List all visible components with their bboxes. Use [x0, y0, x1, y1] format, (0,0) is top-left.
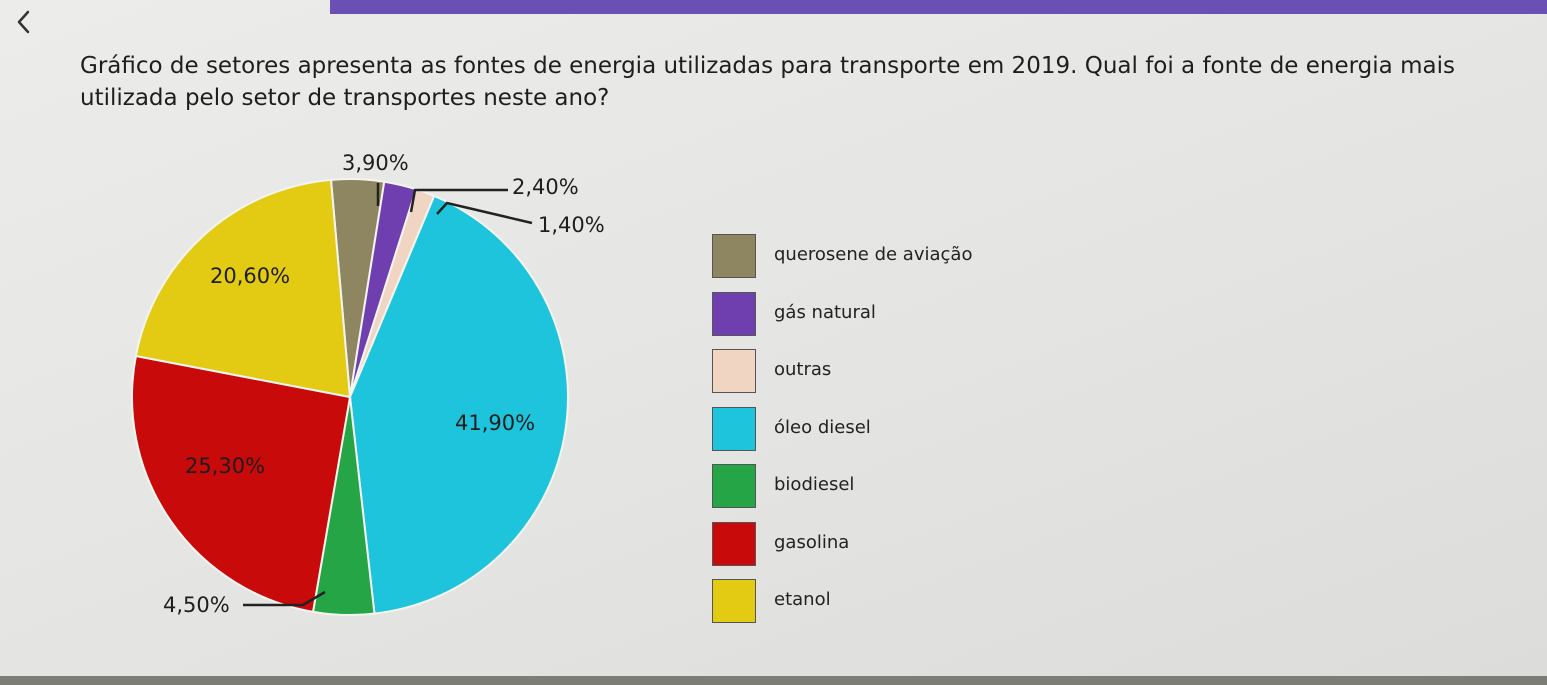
slice-label-0: 3,90%	[342, 151, 409, 175]
legend-item: biodiesel	[712, 464, 1032, 510]
legend-label: querosene de aviação	[774, 244, 973, 265]
legend-item: óleo diesel	[712, 406, 1032, 453]
slice-label-3: 41,90%	[455, 411, 535, 435]
legend-item: outras	[712, 349, 1032, 395]
top-accent-bar	[330, 0, 1547, 14]
legend-swatch	[712, 234, 756, 278]
legend-label: outras	[774, 359, 832, 380]
legend-swatch	[712, 406, 756, 451]
legend-swatch	[712, 579, 756, 623]
legend-item: etanol	[712, 579, 1032, 625]
legend-item: querosene de aviação	[712, 234, 1032, 280]
leader-line-2	[436, 201, 533, 225]
slice-label-2: 1,40%	[538, 213, 605, 237]
pie-slice-6	[134, 178, 352, 399]
pie-slice-3	[348, 194, 569, 615]
legend-label: biodiesel	[774, 474, 855, 495]
slice-label-4: 4,50%	[163, 593, 230, 617]
leader-line-4	[243, 590, 326, 607]
slice-label-5: 25,30%	[185, 454, 265, 478]
legend-label: óleo diesel	[774, 416, 871, 438]
legend-swatch	[712, 291, 756, 336]
legend-swatch	[712, 349, 756, 393]
leader-line-1	[409, 188, 508, 213]
bottom-strip	[0, 676, 1547, 685]
legend-label: gasolina	[774, 531, 850, 553]
legend-item: gás natural	[712, 291, 1032, 338]
legend-label: gás natural	[774, 301, 876, 323]
legend-swatch	[712, 464, 756, 508]
chevron-left-icon	[17, 10, 30, 34]
back-button[interactable]	[4, 2, 44, 42]
legend-label: etanol	[774, 589, 831, 610]
pie-slice-5	[131, 354, 352, 613]
question-text: Gráfico de setores apresenta as fontes d…	[80, 53, 1455, 111]
slice-label-1: 2,40%	[512, 175, 579, 199]
legend-swatch	[712, 521, 756, 566]
slice-label-6: 20,60%	[210, 264, 290, 288]
legend-item: gasolina	[712, 521, 1032, 568]
